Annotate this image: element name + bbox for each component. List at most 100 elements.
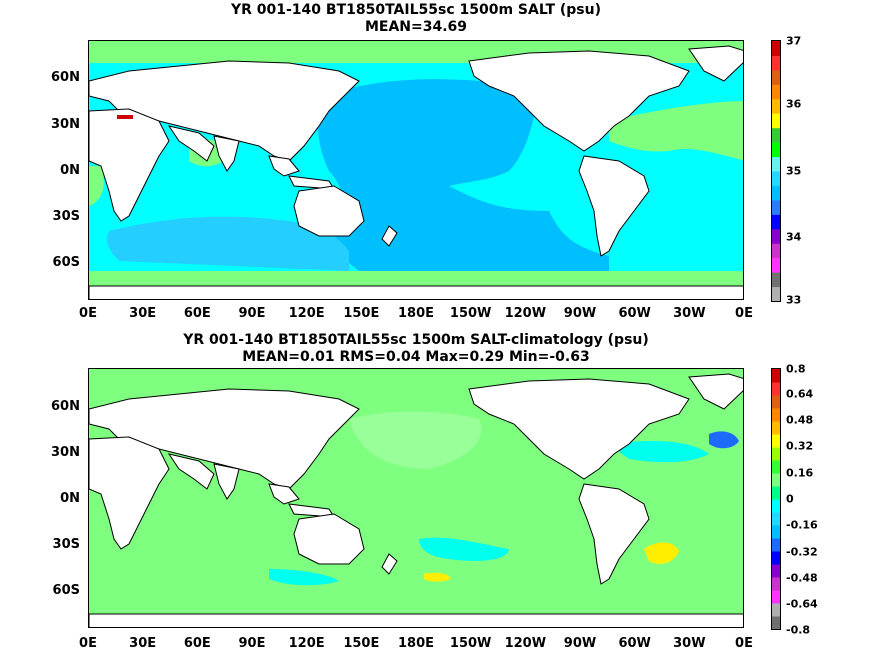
top-lon-labels: 0E 30E 60E 90E 120E 150E 180E 150W 120W 90W 60W 30W… <box>0 306 875 322</box>
lon-label-bottom-1: 30E <box>129 636 157 651</box>
top-lat-label-60n: 60N <box>51 70 80 85</box>
top-colorbar-band-3 <box>772 243 780 259</box>
lon-label-bottom-9: 90W <box>563 636 597 651</box>
top-colorbar-band-17 <box>772 41 780 56</box>
bottom-colorbar-band-6 <box>772 538 780 552</box>
top-lat-label-30n: 30N <box>51 117 80 132</box>
bottom-colorbar-band-7 <box>772 525 780 539</box>
bottom-colorbar-band-13 <box>772 447 780 461</box>
lon-label-bottom-7: 150W <box>449 636 492 651</box>
top-colorbar-label-36: 36 <box>786 97 802 111</box>
lon-label-bottom-11: 30W <box>673 636 706 651</box>
bottom-panel-stats: MEAN=0.01 RMS=0.04 Max=0.29 Min=-0.63 <box>242 349 590 365</box>
top-colorbar-label-34: 34 <box>786 230 802 244</box>
lon-label-bottom-0: 0E <box>79 636 97 651</box>
lon-label-top-8: 120W <box>504 306 547 321</box>
top-lat-label-60s: 60S <box>52 255 80 270</box>
bottom-lat-label-60n: 60N <box>51 399 80 414</box>
bottom-colorbar-band-15 <box>772 421 780 435</box>
bottom-colorbar-band-1 <box>772 603 780 617</box>
bottom-colorbar-label-0.64: 0.64 <box>786 387 814 401</box>
bottom-colorbar-band-0 <box>772 616 780 629</box>
top-colorbar-band-0 <box>772 286 780 301</box>
lon-label-top-4: 120E <box>288 306 325 321</box>
bottom-colorbar-band-17 <box>772 395 780 409</box>
bottom-colorbar-label-0.8: 0.8 <box>786 362 806 376</box>
bottom-colorbar-band-8 <box>772 512 780 526</box>
bottom-colorbar-band-3 <box>772 577 780 591</box>
bottom-colorbar-label-neg0.16: -0.16 <box>786 518 818 532</box>
lon-label-top-2: 60E <box>183 306 211 321</box>
top-salinity-map <box>88 40 744 300</box>
lon-label-top-6: 180E <box>397 306 435 321</box>
bottom-colorbar-band-11 <box>772 473 780 487</box>
bottom-colorbar-label-neg0.8: -0.8 <box>786 623 811 637</box>
lon-label-top-1: 30E <box>129 306 157 321</box>
top-colorbar-band-15 <box>772 69 780 85</box>
top-colorbar-band-9 <box>772 156 780 172</box>
lon-label-bottom-12: 0E <box>735 636 753 651</box>
top-colorbar-label-35: 35 <box>786 164 802 178</box>
bottom-colorbar-label-neg0.64: -0.64 <box>786 597 818 611</box>
bottom-colorbar-label-0: 0 <box>786 492 794 506</box>
bottom-lat-label-0n: 0N <box>60 491 80 506</box>
top-colorbar-band-11 <box>772 127 780 143</box>
lon-label-bottom-8: 120W <box>504 636 547 651</box>
lon-label-top-9: 90W <box>563 306 597 321</box>
lon-label-top-12: 0E <box>735 306 753 321</box>
lon-label-top-7: 150W <box>449 306 492 321</box>
top-colorbar-label-37: 37 <box>786 34 802 48</box>
bottom-colorbar-band-9 <box>772 499 780 513</box>
bottom-colorbar-band-18 <box>772 382 780 396</box>
top-colorbar-band-1 <box>772 272 780 288</box>
bottom-panel-title: YR 001-140 BT1850TAIL55sc 1500m SALT-cli… <box>183 332 649 348</box>
top-colorbar-band-4 <box>772 228 780 244</box>
bottom-colorbar-band-10 <box>772 486 780 500</box>
bottom-lat-label-60s: 60S <box>52 583 80 598</box>
top-colorbar <box>771 40 781 302</box>
top-colorbar-band-6 <box>772 199 780 215</box>
lon-label-top-0: 0E <box>79 306 97 321</box>
top-colorbar-band-12 <box>772 113 780 129</box>
top-panel-stats: MEAN=34.69 <box>364 19 468 35</box>
bottom-colorbar-label-0.32: 0.32 <box>786 439 814 453</box>
lon-label-bottom-2: 60E <box>183 636 211 651</box>
top-colorbar-band-8 <box>772 171 780 186</box>
bottom-lon-labels: 0E 30E 60E 90E 120E 150E 180E 150W 120W 90W 60W 30W… <box>0 636 875 652</box>
top-lat-label-0n: 0N <box>60 163 80 178</box>
bottom-colorbar-label-neg0.48: -0.48 <box>786 571 818 585</box>
top-lat-label-30s: 30S <box>52 209 80 224</box>
bottom-anomaly-map <box>88 368 744 628</box>
bottom-colorbar-label-0.48: 0.48 <box>786 413 814 427</box>
bottom-colorbar-label-0.16: 0.16 <box>786 466 814 480</box>
lon-label-bottom-5: 150E <box>343 636 380 651</box>
top-colorbar-band-13 <box>772 98 780 114</box>
lon-label-bottom-6: 180E <box>397 636 435 651</box>
bottom-colorbar-band-4 <box>772 564 780 578</box>
bottom-colorbar-band-5 <box>772 551 780 565</box>
lon-label-top-10: 60W <box>618 306 651 321</box>
lon-label-bottom-4: 120E <box>288 636 325 651</box>
bottom-colorbar-band-2 <box>772 590 780 604</box>
top-colorbar-band-2 <box>772 257 780 273</box>
top-colorbar-band-5 <box>772 214 780 230</box>
bottom-colorbar-band-14 <box>772 434 780 448</box>
top-colorbar-band-14 <box>772 84 780 100</box>
top-panel-title: YR 001-140 BT1850TAIL55sc 1500m SALT (ps… <box>230 2 601 18</box>
lon-label-bottom-3: 90E <box>238 636 266 651</box>
lon-label-top-5: 150E <box>343 306 380 321</box>
bottom-lat-label-30s: 30S <box>52 537 80 552</box>
lon-label-top-11: 30W <box>673 306 706 321</box>
lon-label-top-3: 90E <box>238 306 266 321</box>
top-colorbar-label-33: 33 <box>786 293 802 307</box>
bottom-colorbar <box>771 368 781 630</box>
lon-label-bottom-10: 60W <box>618 636 651 651</box>
bottom-colorbar-band-19 <box>772 369 780 383</box>
top-colorbar-band-16 <box>772 55 780 71</box>
bottom-colorbar-band-16 <box>772 408 780 422</box>
top-colorbar-band-10 <box>772 142 780 158</box>
bottom-colorbar-band-12 <box>772 460 780 474</box>
bottom-lat-label-30n: 30N <box>51 445 80 460</box>
bottom-colorbar-label-neg0.32: -0.32 <box>786 545 818 559</box>
top-colorbar-band-7 <box>772 185 780 201</box>
